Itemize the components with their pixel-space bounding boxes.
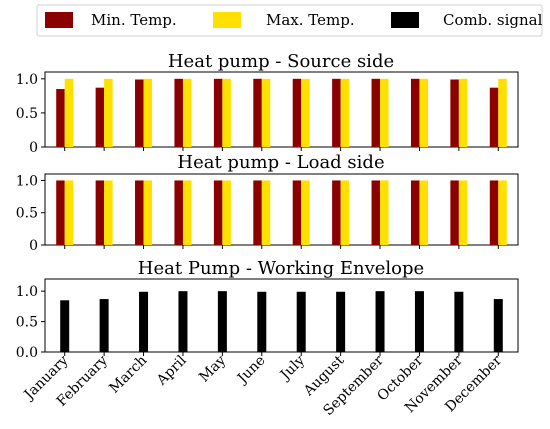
bar-min-temp-may: [213, 180, 223, 245]
bar-max-temp-april: [182, 180, 192, 245]
bar-max-temp-december: [498, 78, 507, 147]
y-tick-label: 0.5: [16, 106, 38, 122]
bar-max-temp-september: [380, 180, 389, 245]
chart-title-working-envelope: Heat Pump - Working Envelope: [138, 258, 424, 279]
legend-label-min-temp: Min. Temp.: [91, 11, 177, 29]
bar-min-temp-january: [56, 89, 65, 147]
bar-comb-signal-may: [217, 291, 227, 352]
legend-label-max-temp: Max. Temp.: [266, 11, 355, 29]
bar-min-temp-july: [292, 78, 302, 147]
bar-min-temp-november: [450, 79, 459, 147]
bar-max-temp-january: [64, 180, 74, 245]
bar-max-temp-february: [104, 78, 113, 147]
legend-swatch-min-temp: [45, 12, 73, 28]
bar-max-temp-may: [222, 78, 231, 147]
bar-comb-signal-january: [60, 300, 70, 352]
bar-min-temp-february: [95, 180, 105, 245]
y-tick-label: 1.0: [16, 284, 38, 300]
bar-max-temp-february: [104, 180, 113, 245]
bar-min-temp-july: [292, 180, 302, 245]
bar-comb-signal-april: [178, 291, 188, 352]
bar-min-temp-december: [489, 180, 499, 245]
y-tick-label: 0.5: [16, 315, 38, 331]
chart-title-source-side: Heat pump - Source side: [168, 51, 394, 72]
bar-max-temp-june: [261, 180, 271, 245]
bar-min-temp-may: [213, 78, 223, 147]
bar-comb-signal-august: [336, 291, 346, 352]
bar-comb-signal-november: [454, 291, 464, 352]
bar-max-temp-october: [419, 180, 428, 245]
x-tick-label-june: June: [233, 353, 268, 388]
bar-max-temp-june: [261, 78, 271, 147]
legend-swatch-max-temp: [213, 12, 241, 28]
bar-max-temp-july: [301, 78, 310, 147]
bar-min-temp-june: [253, 180, 262, 245]
y-tick-label: 0: [29, 238, 38, 254]
bar-min-temp-march: [135, 79, 144, 147]
x-tick-label-july: July: [276, 352, 308, 384]
bar-max-temp-may: [222, 180, 231, 245]
x-tick-label-march: March: [106, 353, 150, 397]
bar-min-temp-april: [174, 78, 183, 147]
bar-max-temp-july: [301, 180, 310, 245]
bar-min-temp-november: [450, 180, 459, 245]
plot-source-side: 0 0.5 1.0: [16, 71, 519, 156]
bar-max-temp-march: [143, 78, 153, 147]
plot-working-envelope: 0.0 0.5 1.0: [16, 278, 519, 361]
bar-comb-signal-february: [99, 299, 109, 352]
bar-max-temp-january: [64, 78, 74, 147]
bar-comb-signal-june: [257, 291, 267, 352]
y-tick-label: 1.0: [16, 173, 38, 189]
bar-max-temp-november: [458, 180, 468, 245]
bar-min-temp-september: [371, 78, 381, 147]
bar-comb-signal-july: [296, 291, 306, 352]
bar-comb-signal-october: [414, 291, 424, 352]
plot-load-side: 0 0.5 1.0: [16, 173, 519, 254]
plot-frame: [44, 71, 519, 148]
bar-max-temp-september: [380, 78, 389, 147]
bar-min-temp-october: [410, 180, 420, 245]
bar-max-temp-march: [143, 180, 153, 245]
plot-frame: [44, 278, 519, 353]
bar-min-temp-january: [56, 180, 65, 245]
bar-max-temp-october: [419, 78, 428, 147]
bar-comb-signal-september: [375, 291, 385, 352]
bar-max-temp-august: [340, 78, 350, 147]
bar-max-temp-august: [340, 180, 350, 245]
bar-max-temp-november: [458, 78, 468, 147]
bar-min-temp-august: [332, 78, 341, 147]
bar-min-temp-august: [332, 180, 341, 245]
bar-comb-signal-march: [139, 291, 149, 352]
y-tick-label: 0: [29, 140, 38, 156]
bar-min-temp-october: [410, 78, 420, 147]
bar-max-temp-april: [182, 78, 192, 147]
bar-comb-signal-december: [493, 299, 503, 352]
bar-max-temp-december: [498, 180, 507, 245]
x-tick-label-april: April: [153, 352, 190, 389]
x-tick-label-may: May: [196, 352, 229, 385]
chart-title-load-side: Heat pump - Load side: [177, 152, 384, 173]
y-tick-label: 0.5: [16, 206, 38, 222]
legend: Min. Temp. Max. Temp. Comb. signal: [36, 4, 543, 37]
bar-min-temp-september: [371, 180, 381, 245]
y-tick-label: 1.0: [16, 72, 38, 88]
legend-label-comb-signal: Comb. signal: [443, 11, 543, 29]
bar-min-temp-april: [174, 180, 183, 245]
bar-min-temp-june: [253, 78, 262, 147]
bar-min-temp-december: [489, 87, 499, 147]
bar-min-temp-february: [95, 87, 105, 147]
legend-swatch-comb-signal: [391, 12, 419, 28]
plot-frame: [44, 173, 519, 246]
y-tick-label: 0.0: [16, 345, 38, 361]
bar-min-temp-march: [135, 180, 144, 245]
